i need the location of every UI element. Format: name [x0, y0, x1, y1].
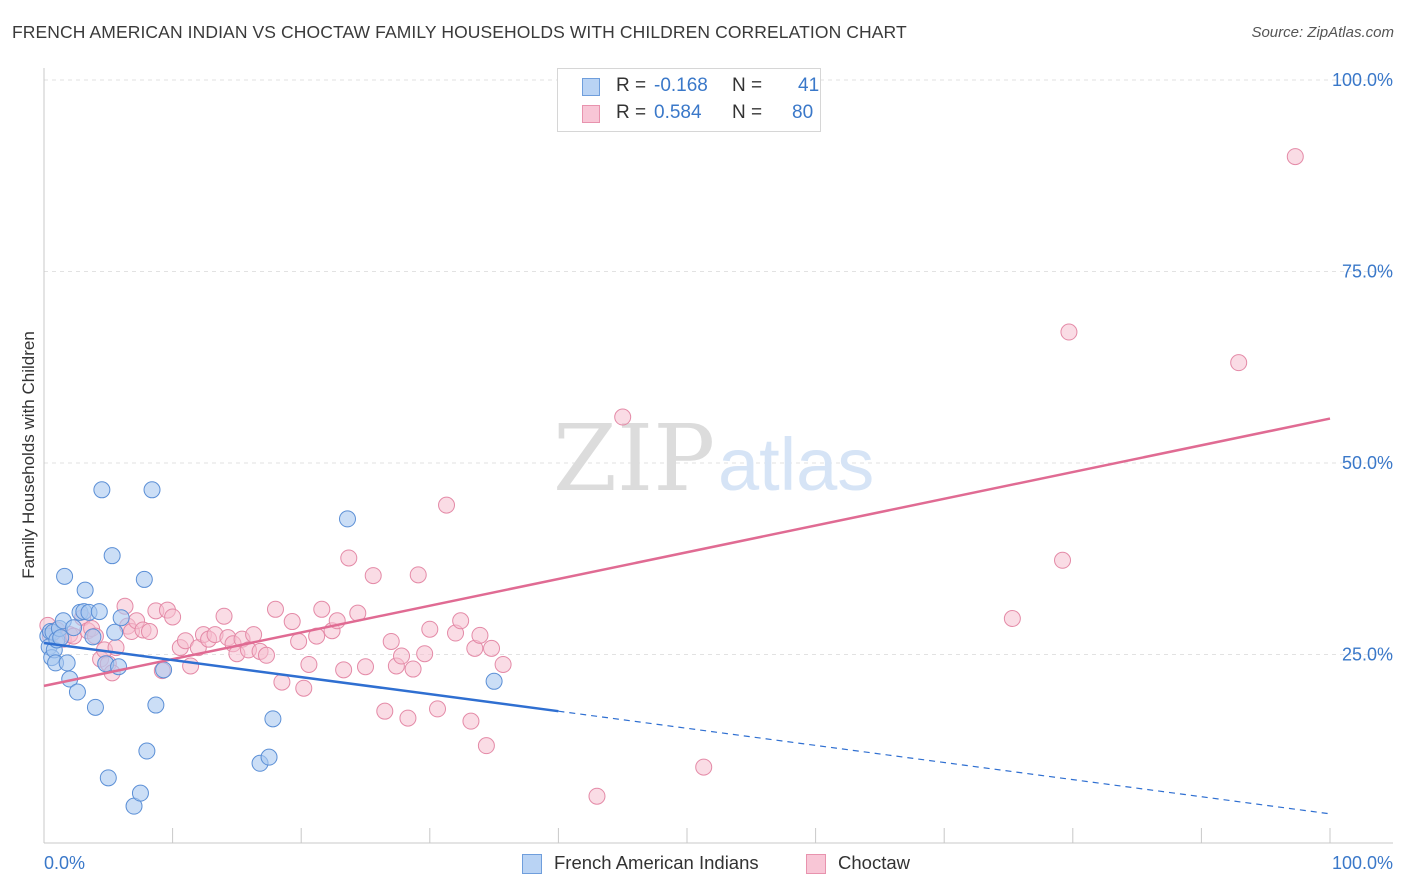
choctaw-point: [393, 647, 411, 665]
choctaw-point: [364, 567, 382, 585]
choctaw-point: [376, 702, 394, 720]
french-american-indian-point: [90, 603, 108, 621]
choctaw-point: [215, 607, 233, 625]
french-american-indian-point: [338, 510, 356, 528]
french-american-indian-point: [264, 710, 282, 728]
french-american-indian-point: [260, 748, 278, 766]
choctaw-point: [140, 623, 158, 641]
tick-labels: 25.0% 50.0% 75.0% 100.0% 0.0% 100.0%: [44, 70, 1393, 873]
french-american-indian-point: [138, 742, 156, 760]
french-american-indian-point: [485, 672, 503, 690]
pink-swatch: [582, 105, 600, 123]
legend-n-label: N =: [732, 102, 763, 123]
choctaw-point: [429, 700, 447, 718]
french-american-indian-trend-line: [43, 641, 559, 713]
french-american-indian-point: [147, 696, 165, 714]
watermark-zip: ZIP: [553, 405, 715, 512]
choctaw-point: [266, 600, 284, 618]
choctaw-point: [477, 737, 495, 755]
legend-r-label: R =: [616, 102, 647, 123]
french-american-indian-trend-extension: [558, 710, 1331, 815]
choctaw-point: [452, 612, 470, 630]
choctaw-point: [1003, 609, 1021, 627]
correlation-legend: R = -0.168 N = 41 R = 0.584 N = 80: [557, 68, 821, 132]
legend-r-label: R =: [616, 75, 647, 96]
pink-swatch: [806, 854, 826, 874]
choctaw-point: [295, 679, 313, 697]
x-tick-label-max: 100.0%: [1332, 853, 1393, 873]
legend-r-value-blue: -0.168: [654, 75, 708, 96]
choctaw-point: [409, 566, 427, 584]
french-american-indian-point: [135, 570, 153, 588]
choctaw-point: [357, 658, 374, 676]
choctaw-point: [340, 549, 358, 567]
french-american-indian-point: [155, 661, 173, 679]
choctaw-point: [313, 600, 331, 618]
legend-r-value-pink: 0.584: [654, 102, 702, 123]
y-tick-label: 75.0%: [1342, 262, 1393, 282]
choctaw-point: [695, 758, 713, 776]
choctaw-point: [290, 632, 308, 650]
choctaw-point: [614, 408, 632, 426]
french-american-indian-point: [65, 619, 83, 637]
choctaw-point: [257, 646, 275, 664]
choctaw-point: [416, 645, 434, 663]
choctaw-trend-line: [43, 417, 1331, 688]
french-american-indian-point: [76, 581, 94, 599]
trend-lines: [43, 417, 1331, 815]
french-american-indian-point: [84, 628, 102, 646]
french-american-indian-point: [112, 609, 130, 627]
french-american-indian-point: [103, 547, 121, 565]
choctaw-point: [399, 709, 417, 727]
choctaw-point: [382, 632, 400, 650]
zipatlas-watermark: ZIP atlas: [553, 405, 874, 512]
choctaw-point: [1230, 354, 1248, 372]
french-american-indian-point: [58, 654, 76, 672]
choctaw-point: [283, 613, 301, 631]
choctaw-point: [164, 608, 182, 626]
choctaw-point: [421, 620, 439, 638]
choctaw-point: [1286, 148, 1304, 166]
source-credit: Source: ZipAtlas.com: [1251, 24, 1394, 41]
french-american-indian-point: [106, 623, 124, 641]
choctaw-point: [300, 655, 318, 673]
french-american-indian-point: [68, 683, 86, 701]
choctaw-point: [182, 657, 200, 675]
y-tick-label: 25.0%: [1342, 645, 1393, 665]
legend-n-value-blue: 41: [798, 75, 820, 96]
choctaw-point: [404, 660, 422, 678]
choctaw-point: [1060, 323, 1078, 341]
legend-n-label: N =: [732, 75, 763, 96]
y-tick-label: 50.0%: [1342, 453, 1393, 473]
choctaw-point: [438, 496, 456, 514]
french-american-indian-point: [93, 481, 111, 499]
french-american-indian-point: [131, 784, 149, 802]
chart-title: FRENCH AMERICAN INDIAN VS CHOCTAW FAMILY…: [12, 22, 907, 42]
y-tick-label: 100.0%: [1332, 70, 1393, 90]
french-american-indian-point: [56, 567, 74, 585]
choctaw-point: [494, 655, 512, 673]
legend-label-choctaw: Choctaw: [838, 852, 910, 873]
choctaw-point: [588, 787, 606, 805]
french-american-indian-point: [99, 769, 117, 787]
french-american-indian-point: [143, 481, 161, 499]
french-american-indian-point: [86, 698, 104, 716]
legend-label-french-american-indians: French American Indians: [554, 852, 759, 873]
choctaw-point: [483, 639, 501, 657]
choctaw-point: [471, 626, 489, 644]
choctaw-point: [1054, 551, 1072, 569]
blue-swatch: [582, 78, 600, 96]
watermark-atlas: atlas: [718, 423, 874, 506]
legend-n-value-pink: 80: [792, 102, 814, 123]
y-axis-label: Family Households with Children: [19, 331, 38, 579]
blue-swatch: [522, 854, 542, 874]
axes: [43, 68, 1393, 844]
x-tick-label-min: 0.0%: [44, 853, 85, 873]
choctaw-point: [462, 712, 480, 730]
choctaw-points: [39, 148, 1304, 805]
choctaw-point: [335, 661, 353, 679]
